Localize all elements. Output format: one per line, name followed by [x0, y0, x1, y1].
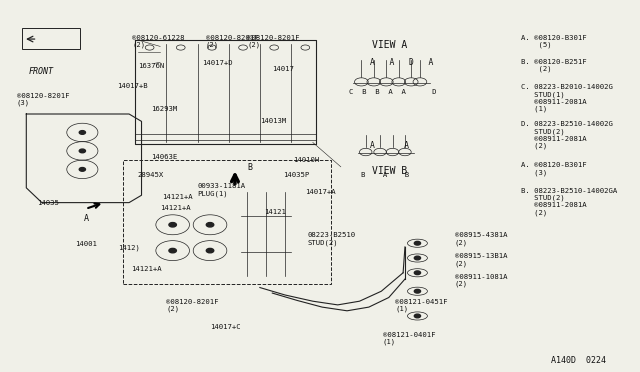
Circle shape: [79, 167, 86, 171]
Text: A   A   D   A: A A D A: [370, 58, 433, 67]
Text: 14121+A: 14121+A: [131, 266, 161, 273]
Text: ®08120-8201F
(2): ®08120-8201F (2): [205, 35, 258, 48]
Bar: [123, 160, 332, 284]
Text: 14017+D: 14017+D: [202, 60, 232, 66]
Text: C  B  B  A  A      D: C B B A A D: [349, 89, 436, 95]
Text: 14017+B: 14017+B: [116, 83, 147, 89]
Circle shape: [206, 248, 214, 253]
Text: VIEW A: VIEW A: [372, 40, 407, 50]
Text: ®08120-8201F
(3): ®08120-8201F (3): [17, 93, 70, 106]
Text: 14017+C: 14017+C: [210, 324, 241, 330]
Circle shape: [79, 149, 86, 153]
Text: A140D  0224: A140D 0224: [550, 356, 605, 365]
Circle shape: [414, 256, 420, 260]
Text: 14121: 14121: [264, 209, 286, 215]
Text: ®08911-1081A
(2): ®08911-1081A (2): [455, 274, 508, 288]
Text: VIEW B: VIEW B: [372, 166, 407, 176]
Text: B. 08223-B2510-14002GA
   STUD(2)
   ®08911-2081A
   (2): B. 08223-B2510-14002GA STUD(2) ®08911-20…: [522, 188, 618, 216]
Text: FRONT: FRONT: [28, 67, 53, 76]
Text: 14121+A: 14121+A: [160, 205, 191, 211]
Text: 16293M: 16293M: [151, 106, 177, 112]
Text: C. 08223-B2010-14002G
   STUD(1)
   ®08911-2081A
   (1): C. 08223-B2010-14002G STUD(1) ®08911-208…: [522, 84, 613, 112]
Text: ®08120-8201F
(2): ®08120-8201F (2): [248, 35, 300, 48]
Text: ®08120-61228
(2): ®08120-61228 (2): [132, 35, 185, 48]
Text: 14013M: 14013M: [260, 118, 286, 124]
Text: B    A    B: B A B: [362, 172, 410, 178]
Circle shape: [169, 248, 177, 253]
Text: 14035P: 14035P: [283, 172, 309, 178]
Text: ®08121-0451F
(1): ®08121-0451F (1): [395, 299, 447, 312]
Circle shape: [79, 131, 86, 134]
Circle shape: [414, 289, 420, 293]
Text: A: A: [84, 214, 88, 223]
Text: 08223-B2510
STUD(2): 08223-B2510 STUD(2): [308, 232, 356, 246]
Text: 00933-1181A
PLUG(1): 00933-1181A PLUG(1): [198, 183, 246, 196]
Text: ®08915-13B1A
(2): ®08915-13B1A (2): [455, 253, 508, 267]
Text: 14017: 14017: [272, 66, 294, 72]
Text: A. ®08120-B301F
   (3): A. ®08120-B301F (3): [522, 162, 587, 176]
Text: ®08120-8201F
(2): ®08120-8201F (2): [166, 299, 219, 312]
Text: 14010H: 14010H: [293, 157, 319, 163]
Text: 14121+A: 14121+A: [162, 194, 193, 200]
Text: 14035: 14035: [38, 200, 60, 206]
Text: 28945X: 28945X: [137, 172, 163, 178]
Text: 16376N: 16376N: [138, 63, 164, 70]
Text: 14017+A: 14017+A: [305, 189, 336, 195]
Text: B: B: [248, 163, 252, 172]
Circle shape: [414, 271, 420, 275]
Text: 14001: 14001: [75, 241, 97, 247]
Text: ®08121-0401F
(1): ®08121-0401F (1): [383, 332, 435, 345]
Circle shape: [169, 222, 177, 227]
Text: D. 08223-B2510-14002G
   STUD(2)
   ®08911-2081A
   (2): D. 08223-B2510-14002G STUD(2) ®08911-208…: [522, 121, 613, 150]
Text: A      A: A A: [370, 141, 409, 150]
Circle shape: [414, 314, 420, 318]
Circle shape: [414, 241, 420, 245]
Text: 1412): 1412): [118, 244, 140, 251]
Text: 14063E: 14063E: [151, 154, 177, 160]
Text: B. ®08120-B251F
    (2): B. ®08120-B251F (2): [522, 59, 587, 72]
Text: A. ®08120-B301F
    (5): A. ®08120-B301F (5): [522, 35, 587, 48]
Text: ®08915-4381A
(2): ®08915-4381A (2): [455, 232, 508, 246]
Circle shape: [206, 222, 214, 227]
